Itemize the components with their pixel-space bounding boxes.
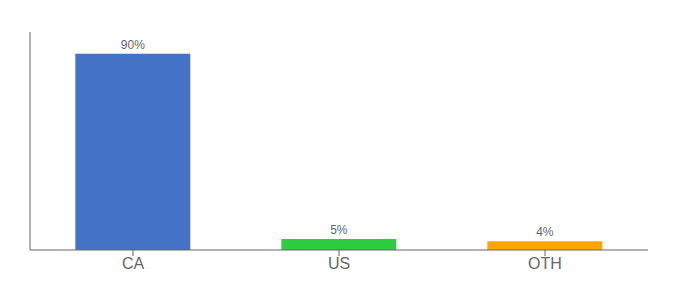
svg-text:OTH: OTH: [528, 255, 562, 272]
svg-text:US: US: [328, 255, 350, 272]
svg-text:90%: 90%: [121, 38, 145, 52]
svg-text:4%: 4%: [536, 225, 554, 239]
svg-text:5%: 5%: [330, 223, 348, 237]
svg-text:CA: CA: [122, 255, 145, 272]
